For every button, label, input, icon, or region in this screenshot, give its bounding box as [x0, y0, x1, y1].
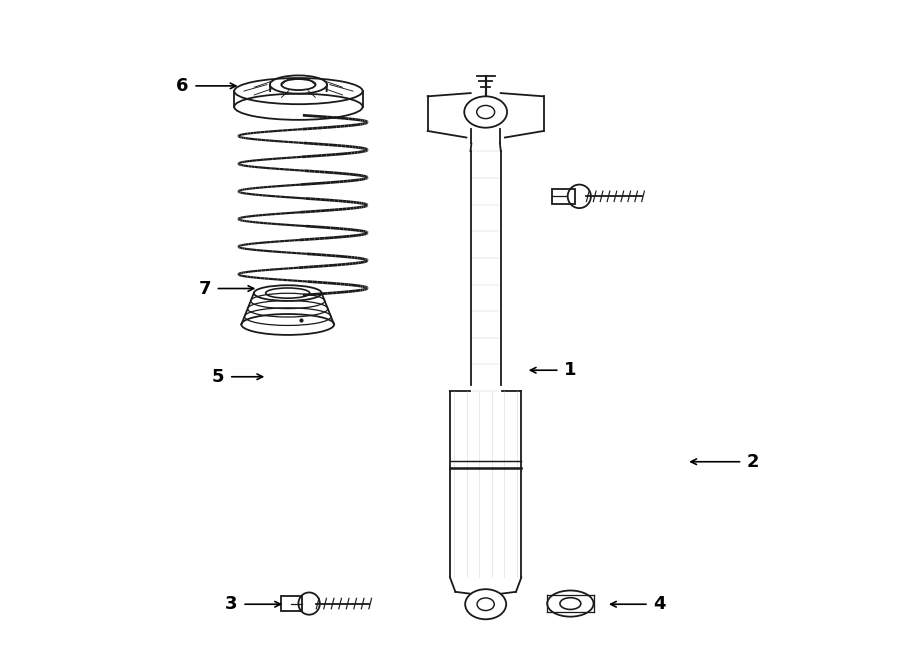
Text: 6: 6	[176, 77, 189, 95]
Bar	[552, 189, 575, 203]
Text: 4: 4	[653, 595, 666, 613]
Text: 2: 2	[747, 453, 760, 471]
Text: 7: 7	[199, 279, 211, 297]
Text: 1: 1	[564, 361, 577, 379]
Text: 3: 3	[225, 595, 238, 613]
Text: 5: 5	[212, 368, 224, 386]
Bar	[281, 596, 302, 611]
